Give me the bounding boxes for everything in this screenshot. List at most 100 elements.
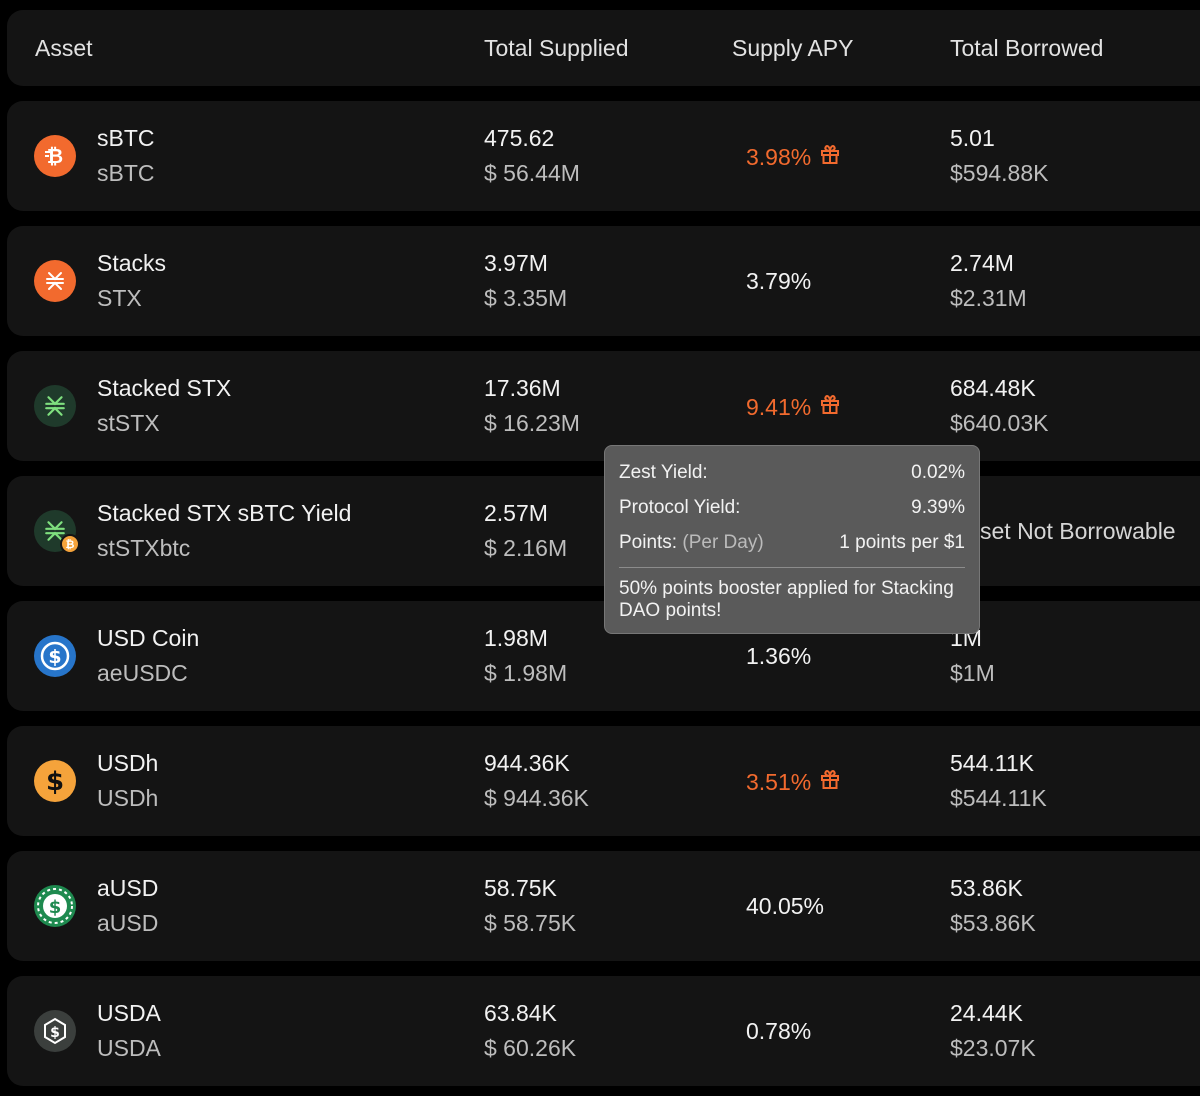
not-borrowable-label: set Not Borrowable <box>980 518 1176 544</box>
total-supplied-amount: 17.36M <box>484 375 561 401</box>
tooltip-points-value: 1 points per $1 <box>839 532 965 553</box>
table-header: Asset Total Supplied Supply APY Total Bo… <box>7 10 1200 86</box>
supply-apy-value: 1.36% <box>746 643 812 669</box>
table-row-usda[interactable]: $ USDA USDA 63.84K $ 60.26K 0.78% 24.44K… <box>7 976 1200 1086</box>
column-header-supply-apy[interactable]: Supply APY <box>732 35 854 61</box>
column-header-asset[interactable]: Asset <box>35 35 93 61</box>
tooltip-divider <box>619 567 965 568</box>
tooltip-protocol-yield: Protocol Yield: 9.39% <box>619 497 965 519</box>
svg-text:$: $ <box>50 1025 60 1041</box>
table-row-usdc[interactable]: $ USD Coin aeUSDC 1.98M $ 1.98M 1.36% 1M… <box>7 601 1200 711</box>
usdc-icon: $ <box>34 635 76 677</box>
total-supplied-amount: 944.36K <box>484 750 570 776</box>
total-supplied-amount: 3.97M <box>484 250 548 276</box>
supply-apy-value: 3.51% <box>746 768 812 795</box>
asset-symbol: stSTXbtc <box>97 535 191 561</box>
tooltip-zest-label: Zest Yield: <box>619 462 708 483</box>
table-row-stx[interactable]: Stacks STX 3.97M $ 3.35M 3.79% 2.74M $2.… <box>7 226 1200 336</box>
total-borrowed-usd: $53.86K <box>950 910 1036 936</box>
tooltip-zest-yield: Zest Yield: 0.02% <box>619 462 965 484</box>
stx-icon <box>34 260 76 302</box>
asset-symbol: stSTX <box>97 410 160 436</box>
total-supplied-usd: $ 56.44M <box>484 160 580 186</box>
total-supplied-usd: $ 16.23M <box>484 410 580 436</box>
asset-name: Stacked STX sBTC Yield <box>97 500 352 526</box>
asset-name: USD Coin <box>97 625 200 651</box>
tooltip-points-label-group: Points: (Per Day) <box>619 532 764 554</box>
btc-badge-icon: ₿ <box>60 534 80 554</box>
gift-icon[interactable] <box>819 768 841 796</box>
total-borrowed-usd: $594.88K <box>950 160 1049 186</box>
total-supplied-usd: $ 2.16M <box>484 535 568 561</box>
supply-apy[interactable]: 1.36% <box>746 643 811 670</box>
supply-apy[interactable]: 40.05% <box>746 893 824 920</box>
supply-apy[interactable]: 9.41% <box>746 393 841 421</box>
gift-icon[interactable] <box>819 143 841 171</box>
sbtc-icon: ₿ <box>34 135 76 177</box>
supply-apy[interactable]: 0.78% <box>746 1018 811 1045</box>
total-borrowed-usd: $1M <box>950 660 995 686</box>
svg-text:₿: ₿ <box>47 144 63 168</box>
usda-icon: $ <box>34 1010 76 1052</box>
table-row-usdh[interactable]: $ USDh USDh 944.36K $ 944.36K 3.51% 544.… <box>7 726 1200 836</box>
asset-name: aUSD <box>97 875 159 901</box>
total-supplied-amount: 58.75K <box>484 875 557 901</box>
total-borrowed-amount: 24.44K <box>950 1000 1023 1026</box>
total-borrowed-amount: 684.48K <box>950 375 1036 401</box>
total-supplied-amount: 2.57M <box>484 500 548 526</box>
total-supplied-usd: $ 58.75K <box>484 910 577 936</box>
tooltip-zest-value: 0.02% <box>911 462 965 483</box>
total-supplied-usd: $ 60.26K <box>484 1035 577 1061</box>
asset-symbol: sBTC <box>97 160 155 186</box>
supply-apy[interactable]: 3.51% <box>746 768 841 796</box>
total-borrowed-usd: $23.07K <box>950 1035 1036 1061</box>
asset-symbol: USDA <box>97 1035 161 1061</box>
total-supplied-amount: 63.84K <box>484 1000 557 1026</box>
svg-text:$: $ <box>49 897 62 918</box>
asset-symbol: STX <box>97 285 142 311</box>
column-header-total-supplied[interactable]: Total Supplied <box>484 35 629 61</box>
total-borrowed-usd: $544.11K <box>950 785 1047 811</box>
tooltip-points-label: Points: <box>619 532 678 553</box>
asset-name: sBTC <box>97 125 155 151</box>
total-supplied-usd: $ 1.98M <box>484 660 568 686</box>
total-supplied-usd: $ 3.35M <box>484 285 568 311</box>
tooltip-protocol-label: Protocol Yield: <box>619 497 741 518</box>
supply-apy-value: 0.78% <box>746 1018 812 1044</box>
total-supplied-amount: 475.62 <box>484 125 555 151</box>
supply-apy-value: 9.41% <box>746 393 812 420</box>
tooltip-points-period: (Per Day) <box>682 532 764 553</box>
table-row-sbtc[interactable]: ₿ sBTC sBTC 475.62 $ 56.44M 3.98% 5.01 $… <box>7 101 1200 211</box>
asset-name: USDh <box>97 750 159 776</box>
gift-icon[interactable] <box>819 393 841 421</box>
tooltip-points: Points: (Per Day) 1 points per $1 <box>619 532 965 554</box>
table-row-ausd[interactable]: $ aUSD aUSD 58.75K $ 58.75K 40.05% 53.86… <box>7 851 1200 961</box>
total-borrowed-usd: $640.03K <box>950 410 1049 436</box>
supply-apy-value: 3.98% <box>746 143 812 170</box>
tooltip-protocol-value: 9.39% <box>911 497 965 518</box>
supply-apy-value: 40.05% <box>746 893 825 919</box>
usdh-icon: $ <box>34 760 76 802</box>
ststxbtc-icon: ₿ <box>34 510 80 554</box>
total-supplied-usd: $ 944.36K <box>484 785 589 811</box>
total-borrowed-amount: 544.11K <box>950 750 1034 776</box>
total-borrowed-amount: 5.01 <box>950 125 995 151</box>
supply-apy[interactable]: 3.79% <box>746 268 811 295</box>
asset-name: USDA <box>97 1000 161 1026</box>
apy-breakdown-tooltip: Zest Yield: 0.02% Protocol Yield: 9.39% … <box>604 445 980 634</box>
asset-symbol: aUSD <box>97 910 159 936</box>
table-row-ststx[interactable]: Stacked STX stSTX 17.36M $ 16.23M 9.41% … <box>7 351 1200 461</box>
total-supplied-amount: 1.98M <box>484 625 548 651</box>
ststx-icon <box>34 385 76 427</box>
svg-text:$: $ <box>46 767 64 797</box>
supply-apy[interactable]: 3.98% <box>746 143 841 171</box>
tooltip-booster-note: 50% points booster applied for Stacking … <box>619 578 954 621</box>
asset-symbol: USDh <box>97 785 159 811</box>
svg-text:$: $ <box>48 646 61 668</box>
table-row-ststxbtc[interactable]: ₿ Stacked STX sBTC Yield stSTXbtc 2.57M … <box>7 476 1200 586</box>
total-borrowed-usd: $2.31M <box>950 285 1027 311</box>
asset-name: Stacked STX <box>97 375 232 401</box>
total-borrowed-amount: 2.74M <box>950 250 1014 276</box>
supply-apy-value: 3.79% <box>746 268 812 294</box>
column-header-total-borrowed[interactable]: Total Borrowed <box>950 35 1104 61</box>
